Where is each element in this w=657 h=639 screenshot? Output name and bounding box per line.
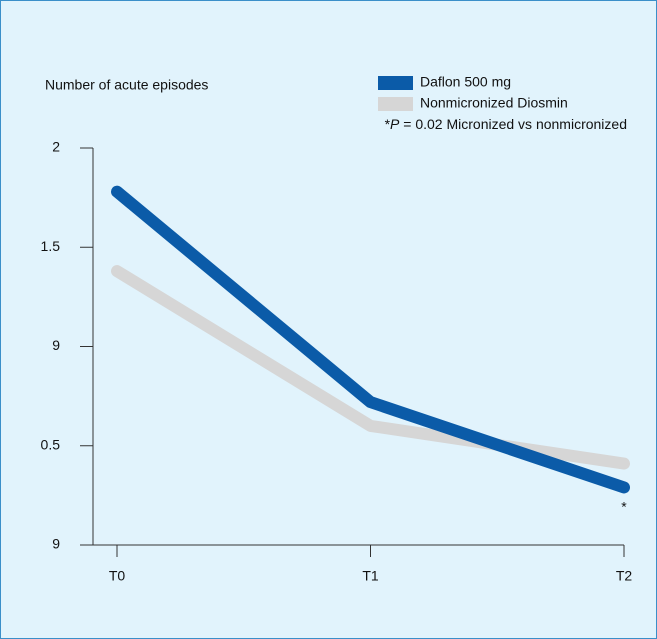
x-tick-label: T2 bbox=[616, 568, 633, 584]
legend-label: Daflon 500 mg bbox=[420, 74, 511, 90]
note-prefix: * bbox=[385, 116, 391, 132]
x-tick-label: T0 bbox=[109, 568, 126, 584]
legend-label: Nonmicronized Diosmin bbox=[420, 95, 568, 111]
note-text: Micronized vs nonmicronized bbox=[446, 116, 627, 132]
note-symbol: P bbox=[390, 116, 400, 132]
y-tick-label: 9 bbox=[52, 536, 60, 552]
y-tick-label: 2 bbox=[52, 139, 60, 155]
series-line bbox=[111, 185, 630, 494]
legend-note: *P = 0.02 Micronized vs nonmicronized bbox=[385, 116, 627, 132]
x-tick-label: T1 bbox=[362, 568, 379, 584]
legend-swatch bbox=[378, 97, 413, 111]
y-tick-label: 9 bbox=[52, 337, 60, 353]
legend-swatch bbox=[378, 76, 413, 90]
series-line bbox=[111, 265, 630, 470]
y-axis-label: Number of acute episodes bbox=[45, 77, 208, 93]
annotation: * bbox=[621, 499, 627, 515]
y-tick-label: 0.5 bbox=[41, 436, 61, 452]
note-suffix: = 0.02 bbox=[403, 116, 443, 132]
y-tick-label: 1.5 bbox=[41, 238, 61, 254]
